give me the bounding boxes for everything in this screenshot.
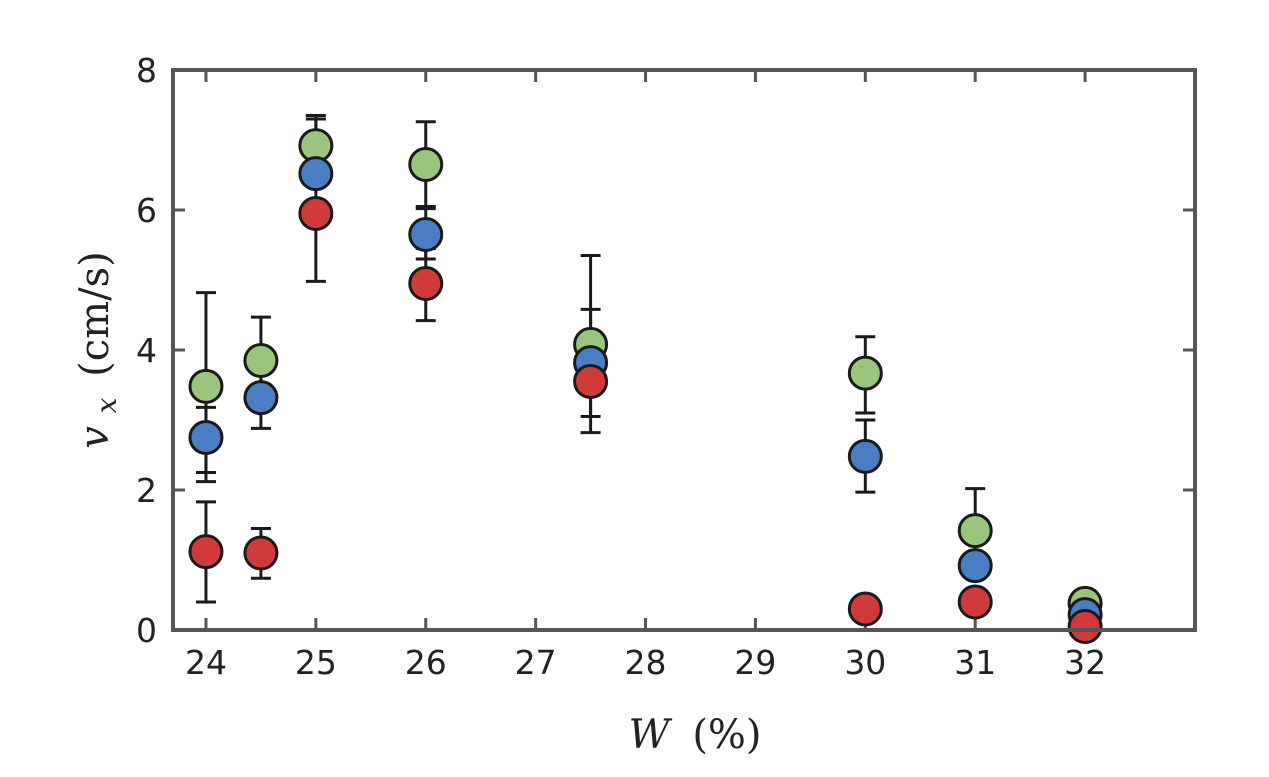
- x-tick-label: 24: [185, 643, 227, 682]
- data-point: [298, 156, 334, 192]
- data-point: [408, 217, 444, 252]
- data-point: [1067, 609, 1103, 644]
- y-tick-label: 6: [136, 191, 157, 230]
- x-axis-variable: W: [628, 712, 672, 758]
- data-point: [408, 266, 444, 301]
- x-tick-label: 25: [295, 643, 337, 682]
- data-point: [188, 368, 224, 404]
- data-point: [847, 438, 883, 474]
- data-point: [188, 534, 224, 570]
- data-point: [188, 420, 224, 455]
- x-tick-label: 26: [405, 643, 447, 682]
- data-point: [408, 147, 444, 182]
- data-point: [957, 584, 993, 620]
- data-point: [957, 513, 993, 549]
- y-tick-label: 4: [136, 331, 157, 370]
- data-markers: [188, 128, 1103, 644]
- data-point: [243, 343, 279, 378]
- error-bars: [195, 114, 1096, 628]
- data-point: [298, 196, 334, 231]
- data-point: [243, 380, 279, 416]
- y-axis-label: v x (cm/s): [72, 251, 126, 448]
- y-tick-label: 2: [136, 471, 157, 510]
- data-point: [573, 364, 609, 399]
- data-point: [957, 548, 993, 584]
- plot-frame: [171, 68, 1197, 632]
- y-axis-subscript: x: [90, 397, 123, 413]
- x-tick-label: 29: [734, 643, 776, 682]
- x-tick-label: 32: [1064, 643, 1106, 682]
- x-tick-label: 30: [844, 643, 886, 682]
- data-point: [847, 355, 883, 391]
- x-tick-label: 28: [625, 643, 667, 682]
- y-axis-variable: v: [72, 426, 118, 449]
- x-axis-unit: (%): [692, 712, 761, 758]
- x-tick-label: 31: [954, 643, 996, 682]
- y-axis-unit: (cm/s): [72, 251, 118, 377]
- x-axis-label: W (%): [628, 712, 761, 758]
- x-tick-label: 27: [515, 643, 557, 682]
- data-point: [847, 591, 883, 627]
- data-point: [243, 535, 279, 571]
- y-tick-label: 8: [136, 51, 157, 90]
- y-tick-label: 0: [136, 611, 157, 650]
